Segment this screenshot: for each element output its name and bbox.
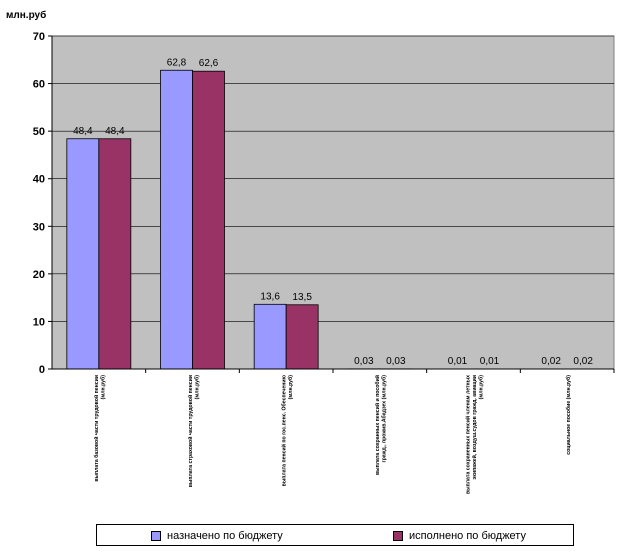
y-tick-label: 70: [33, 31, 45, 43]
legend-label-executed: исполнено по бюджету: [409, 530, 526, 542]
data-label: 48,4: [73, 126, 93, 137]
y-tick-label: 10: [33, 316, 45, 328]
data-label: 13,5: [292, 292, 312, 303]
legend-swatch-assigned: [151, 531, 161, 541]
bar-series-2: [98, 138, 132, 370]
data-label: 13,6: [260, 291, 280, 302]
x-category-label: социальное пособие (млн.руб): [565, 375, 572, 455]
y-tick-label: 20: [33, 269, 45, 281]
x-category-label: выплата пенсий по гос.пенс. Обеспечению(…: [281, 374, 294, 486]
y-tick-label: 40: [33, 174, 45, 186]
x-category-label: выплата сохраненных пенсий членам летных…: [465, 375, 485, 494]
x-category-label: выплата базовой части трудовой пенсии(мл…: [93, 375, 106, 482]
data-label: 62,8: [167, 57, 187, 68]
data-label: 48,4: [105, 126, 125, 137]
data-label: 62,6: [199, 58, 219, 69]
legend-label-assigned: назначено по бюджету: [167, 530, 283, 542]
y-tick-label: 30: [33, 221, 45, 233]
data-label: 0,01: [480, 356, 500, 367]
bar-series-1: [160, 69, 193, 370]
svg-text:выплата страховой части трудов: выплата страховой части трудовой пенсии(…: [187, 375, 200, 488]
bar-series-1: [66, 138, 100, 370]
legend: назначено по бюджету исполнено по бюджет…: [96, 524, 574, 546]
x-category-label: выплата сохранных пенсий и пособийгражд.…: [374, 375, 387, 475]
legend-item-executed: исполнено по бюджету: [393, 529, 526, 543]
bar-series-2: [285, 304, 319, 370]
legend-item-assigned: назначено по бюджету: [151, 529, 283, 543]
data-label: 0,03: [354, 356, 374, 367]
y-tick-label: 60: [33, 79, 45, 91]
plot-area: [51, 35, 615, 370]
x-category-label: выплата страховой части трудовой пенсии(…: [187, 375, 200, 488]
data-label: 0,01: [448, 356, 468, 367]
svg-text:выплата сохраненных пенсий чле: выплата сохраненных пенсий членам летных…: [465, 375, 485, 494]
svg-text:выплата сохранных пенсий и пос: выплата сохранных пенсий и пособийгражд.…: [374, 375, 387, 475]
svg-text:социальное пособие (млн.руб): социальное пособие (млн.руб): [565, 375, 572, 455]
bar-series-1: [253, 303, 287, 370]
data-label: 0,02: [541, 356, 561, 367]
svg-text:выплата базовой части трудовой: выплата базовой части трудовой пенсии(мл…: [93, 375, 106, 482]
y-axis-label: млн.руб: [6, 9, 46, 21]
y-tick-label: 50: [33, 126, 45, 138]
data-label: 0,02: [573, 356, 593, 367]
y-tick-label: 0: [39, 364, 45, 376]
svg-text:выплата пенсий по гос.пенс. Об: выплата пенсий по гос.пенс. Обеспечению(…: [281, 374, 294, 486]
legend-swatch-executed: [393, 531, 403, 541]
data-label: 0,03: [386, 356, 406, 367]
bar-series-2: [192, 70, 225, 370]
